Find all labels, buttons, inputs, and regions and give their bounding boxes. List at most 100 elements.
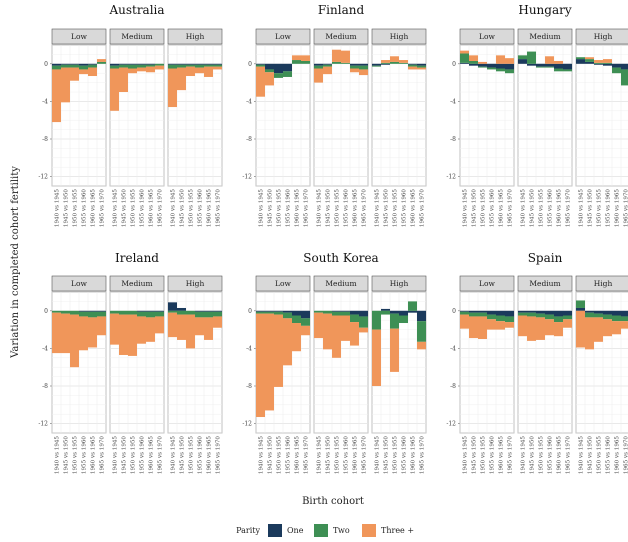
- x-tick-label: 1945 vs 1950: [588, 189, 594, 227]
- bar-segment-two: [408, 64, 417, 67]
- bar-segment-three: [61, 67, 70, 103]
- bar-segment-three: [518, 315, 527, 337]
- bar-segment-two: [323, 64, 332, 67]
- bar-segment-one: [292, 310, 301, 316]
- x-axis-title: Birth cohort: [302, 496, 364, 507]
- bar-segment-three: [204, 66, 213, 77]
- bar-segment-one: [563, 63, 572, 70]
- bar-segment-three: [137, 316, 146, 344]
- bar-segment-one: [195, 310, 204, 312]
- bar-segment-two: [469, 60, 478, 64]
- x-tick-label: 1965 vs 1970: [624, 189, 628, 227]
- bar-segment-three: [323, 66, 332, 75]
- bar-segment-three: [292, 323, 301, 352]
- bar-segment-one: [603, 310, 612, 315]
- y-tick-label: -12: [242, 174, 252, 181]
- x-tick-label: 1950 vs 1955: [335, 436, 341, 474]
- bar-segment-three: [545, 319, 554, 336]
- x-tick-label: 1950 vs 1955: [131, 189, 137, 227]
- x-tick-label: 1960 vs 1965: [353, 189, 359, 227]
- bar-segment-one: [79, 310, 88, 312]
- bar-segment-one: [469, 63, 478, 66]
- bar-segment-two: [390, 313, 399, 329]
- x-tick-label: 1960 vs 1965: [149, 189, 155, 227]
- panel-title: Ireland: [115, 251, 159, 265]
- bar-segment-two: [110, 310, 119, 314]
- x-tick-label: 1950 vs 1955: [73, 189, 79, 227]
- x-tick-label: 1945 vs 1950: [530, 189, 536, 227]
- x-tick-label: 1950 vs 1955: [481, 436, 487, 474]
- x-tick-label: 1965 vs 1970: [566, 189, 572, 227]
- y-tick-label: -12: [446, 174, 456, 181]
- x-tick-label: 1945 vs 1950: [472, 436, 478, 474]
- x-tick-label: 1940 vs 1945: [259, 436, 265, 474]
- bar-segment-three: [177, 314, 186, 340]
- x-tick-label: 1965 vs 1970: [624, 436, 628, 474]
- x-tick-label: 1965 vs 1970: [100, 436, 106, 474]
- x-tick-label: 1940 vs 1945: [171, 189, 177, 227]
- bar-segment-three: [283, 318, 292, 366]
- x-tick-label: 1960 vs 1965: [557, 436, 563, 474]
- bar-segment-two: [283, 71, 292, 77]
- facet-strip: [459, 28, 515, 45]
- bar-segment-three: [460, 50, 469, 54]
- bar-segment-one: [585, 61, 594, 64]
- bar-segment-one: [119, 63, 128, 65]
- bar-segment-three: [341, 50, 350, 63]
- x-tick-label: 1950 vs 1955: [597, 436, 603, 474]
- bar-segment-two: [545, 314, 554, 320]
- bar-segment-two: [545, 66, 554, 68]
- x-tick-label: 1945 vs 1950: [64, 436, 70, 474]
- facet-strip-label: Low: [479, 279, 495, 288]
- x-tick-label: 1955 vs 1960: [490, 189, 496, 227]
- bar-segment-one: [155, 310, 164, 312]
- bar-segment-two: [381, 62, 390, 64]
- bar-segment-one: [88, 63, 97, 65]
- bar-segment-three: [341, 315, 350, 341]
- bar-segment-one: [417, 310, 426, 322]
- bar-segment-three: [621, 321, 628, 329]
- bar-segment-three: [97, 59, 106, 62]
- facet-strip: [109, 275, 165, 292]
- bar-segment-two: [204, 311, 213, 318]
- bar-segment-two: [576, 300, 585, 308]
- bar-segment-three: [265, 72, 274, 86]
- bar-segment-three: [487, 319, 496, 330]
- y-tick-label: 0: [452, 61, 456, 68]
- bar-segment-two: [128, 64, 137, 69]
- bar-segment-two: [128, 310, 137, 315]
- x-tick-label: 1960 vs 1965: [499, 436, 505, 474]
- facet-strip-label: Medium: [529, 279, 560, 288]
- bar-segment-one: [390, 310, 399, 314]
- bar-segment-one: [527, 310, 536, 313]
- bar-segment-three: [119, 314, 128, 355]
- bar-segment-one: [478, 63, 487, 67]
- x-tick-label: 1955 vs 1960: [286, 436, 292, 474]
- bar-segment-three: [146, 66, 155, 73]
- facet-strip: [109, 28, 165, 45]
- panel-title: Australia: [108, 3, 164, 17]
- bar-segment-two: [359, 65, 368, 70]
- bar-segment-two: [554, 68, 563, 72]
- bar-segment-two: [350, 314, 359, 323]
- facet-strip: [575, 275, 628, 292]
- x-tick-label: 1965 vs 1970: [304, 189, 310, 227]
- x-tick-label: 1950 vs 1955: [539, 436, 545, 474]
- facet-strip-label: Medium: [529, 32, 560, 41]
- x-tick-label: 1950 vs 1955: [277, 189, 283, 227]
- panel-title: Spain: [528, 251, 563, 265]
- bar-segment-one: [554, 63, 563, 69]
- bar-segment-three: [323, 313, 332, 350]
- bar-segment-two: [372, 310, 381, 330]
- legend-label: Three +: [381, 526, 414, 535]
- bar-segment-one: [61, 63, 70, 65]
- bar-segment-two: [177, 64, 186, 68]
- x-tick-label: 1965 vs 1970: [508, 436, 514, 474]
- bar-segment-one: [460, 62, 469, 64]
- legend-swatch: [268, 524, 282, 537]
- x-tick-label: 1950 vs 1955: [597, 189, 603, 227]
- facet-strip: [51, 275, 107, 292]
- bar-segment-three: [79, 316, 88, 351]
